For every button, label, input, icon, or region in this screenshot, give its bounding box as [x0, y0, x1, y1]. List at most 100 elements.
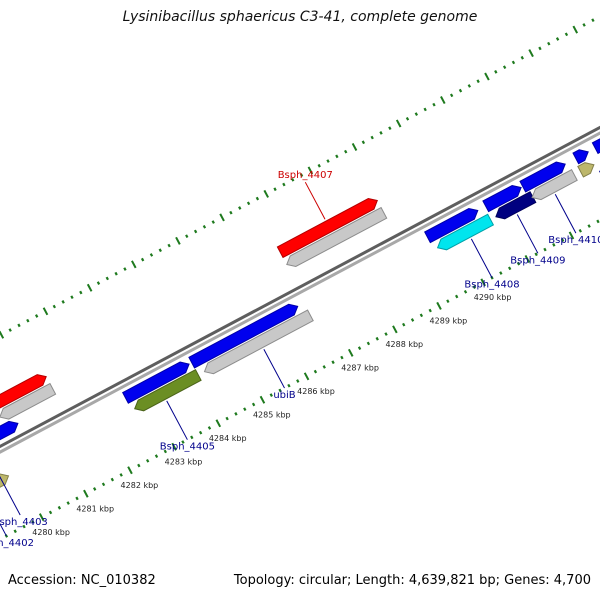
- inner-tick-mark: [436, 301, 442, 310]
- gene-label: Bsph_4402: [0, 538, 34, 549]
- inner-tick-mark: [137, 463, 141, 468]
- outer-tick-mark: [388, 126, 392, 131]
- inner-tick-mark: [101, 482, 106, 487]
- inner-tick-mark: [410, 318, 415, 322]
- inner-tick-mark: [446, 299, 450, 304]
- gene-arrow-gray: [531, 169, 578, 201]
- outer-tick-mark: [158, 248, 162, 253]
- outer-tick-mark: [547, 41, 551, 46]
- outer-tick-mark: [458, 88, 463, 93]
- inner-tick-mark: [251, 402, 256, 407]
- outer-tick-mark: [538, 46, 542, 51]
- outer-tick-mark: [8, 328, 12, 332]
- kbp-label: 4288 kbp: [385, 340, 423, 349]
- gene-label-leader: [263, 348, 285, 389]
- inner-tick-mark: [83, 489, 89, 498]
- inner-tick-mark: [127, 466, 133, 475]
- inner-tick-mark: [66, 501, 70, 505]
- outer-tick-mark: [591, 18, 595, 23]
- inner-tick-mark: [215, 419, 222, 428]
- inner-tick-mark: [331, 360, 335, 365]
- inner-tick-mark: [119, 473, 123, 477]
- outer-tick-mark: [440, 96, 446, 105]
- inner-tick-mark: [568, 231, 575, 240]
- outer-tick-mark: [432, 102, 436, 107]
- outer-tick-mark: [379, 131, 383, 135]
- outer-tick-mark: [105, 276, 109, 281]
- gene-arrow-blue: [591, 138, 600, 155]
- inner-tick-mark: [322, 365, 326, 369]
- gene-label: Bsph_4403: [0, 517, 48, 528]
- inner-tick-mark: [163, 449, 167, 454]
- outer-tick-mark: [494, 70, 498, 74]
- outer-tick-mark: [61, 300, 65, 304]
- gene-arrow-blue: [572, 149, 589, 165]
- outer-tick-mark: [86, 283, 93, 292]
- outer-tick-mark: [238, 206, 242, 210]
- gene-arrow-olive: [134, 369, 202, 412]
- inner-tick-mark: [375, 336, 379, 341]
- inner-tick-mark: [392, 325, 398, 334]
- gene-label: Bsph_4405: [160, 442, 215, 453]
- outer-tick-mark: [167, 243, 171, 248]
- inner-tick-mark: [463, 289, 468, 294]
- outer-tick-mark: [123, 267, 127, 271]
- outer-tick-mark: [528, 49, 534, 58]
- inner-tick-mark: [269, 393, 273, 397]
- outer-tick-mark: [299, 173, 304, 177]
- gene-arrow-cyan: [436, 213, 495, 251]
- gene-arrow-blue: [424, 207, 479, 244]
- outer-tick-mark: [140, 257, 145, 262]
- gene-label: Bsph_4408: [464, 280, 519, 291]
- inner-tick-mark: [75, 496, 79, 501]
- outer-tick-mark: [193, 229, 198, 234]
- kbp-label: 4289 kbp: [430, 317, 468, 326]
- gene-arrow-gray: [286, 206, 388, 268]
- inner-tick-mark: [225, 416, 229, 421]
- outer-tick-mark: [229, 210, 233, 215]
- outer-tick-mark: [361, 140, 366, 145]
- inner-tick-mark: [543, 247, 547, 252]
- kbp-label: 4280 kbp: [32, 528, 70, 537]
- inner-tick-mark: [366, 341, 371, 346]
- outer-tick-mark: [395, 119, 402, 128]
- inner-tick-mark: [181, 440, 185, 444]
- gene-label: Bsph_4410: [548, 235, 600, 246]
- inner-tick-mark: [384, 332, 388, 336]
- outer-tick-mark: [34, 314, 39, 318]
- outer-tick-mark: [335, 154, 339, 159]
- gene-arrow-red: [0, 374, 47, 409]
- outer-tick-mark: [17, 323, 21, 328]
- gene-arrow-blue: [188, 303, 299, 369]
- outer-tick-mark: [414, 112, 419, 116]
- outer-tick-mark: [202, 224, 207, 229]
- outer-tick-mark: [405, 116, 410, 121]
- inner-tick-mark: [455, 294, 459, 299]
- inner-tick-mark: [419, 313, 424, 318]
- outer-tick-mark: [219, 213, 225, 222]
- inner-tick-mark: [259, 395, 266, 404]
- outer-tick-mark: [246, 201, 251, 206]
- inner-tick-mark: [145, 458, 150, 463]
- outer-tick-mark: [370, 135, 374, 140]
- outer-tick-mark: [307, 166, 314, 175]
- outer-tick-mark: [282, 182, 286, 187]
- outer-tick-mark: [149, 253, 154, 257]
- outer-tick-mark: [582, 23, 586, 27]
- inner-tick-mark: [472, 285, 477, 289]
- gene-label-leader: [470, 238, 493, 278]
- outer-tick-mark: [79, 290, 83, 295]
- topology-text: Topology: circular; Length: 4,639,821 bp…: [233, 573, 591, 588]
- backbone-line: [0, 125, 600, 449]
- gene-arrow-khaki: [577, 162, 595, 178]
- inner-tick-mark: [296, 379, 300, 383]
- kbp-label: 4281 kbp: [76, 504, 114, 513]
- inner-tick-mark: [534, 252, 538, 257]
- inner-tick-mark: [507, 266, 512, 271]
- gene-arrow-gray: [203, 309, 314, 375]
- gene-arrow-khaki: [0, 473, 10, 488]
- inner-tick-mark: [340, 355, 344, 360]
- outer-tick-mark: [555, 37, 560, 41]
